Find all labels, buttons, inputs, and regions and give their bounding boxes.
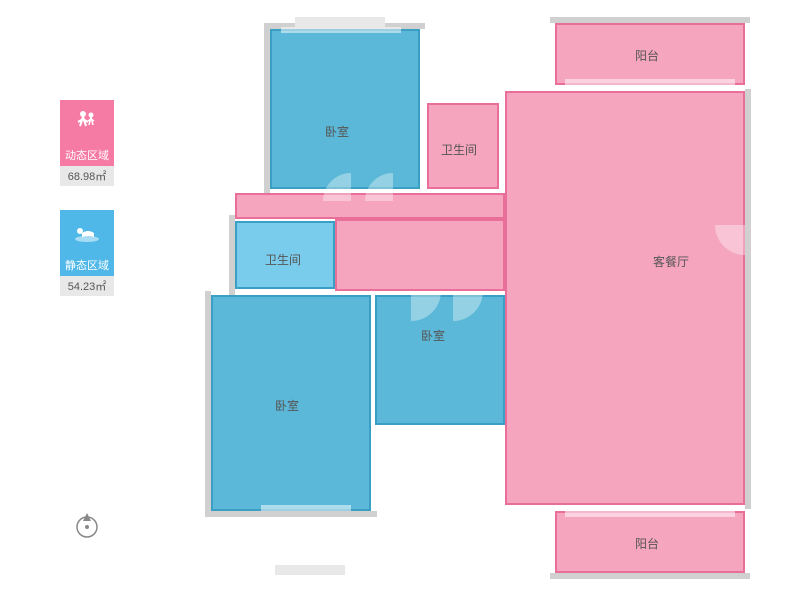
room-label-bedroom_top: 卧室 <box>325 123 349 140</box>
room-label-bathroom_left: 卫生间 <box>265 251 301 268</box>
wall-segment <box>229 215 235 295</box>
static-zone-label: 静态区域 <box>60 254 114 276</box>
legend-dynamic: 动态区域 68.98㎡ <box>60 100 114 186</box>
window-marker <box>565 511 735 517</box>
room-bedroom_mid <box>375 295 505 425</box>
room-living <box>505 91 745 505</box>
dynamic-zone-label: 动态区域 <box>60 144 114 166</box>
static-zone-icon <box>60 210 114 254</box>
window-marker <box>565 79 735 85</box>
room-corridor2 <box>335 219 505 291</box>
legend-panel: 动态区域 68.98㎡ 静态区域 54.23㎡ <box>60 100 114 320</box>
wall-segment <box>205 511 377 517</box>
legend-static: 静态区域 54.23㎡ <box>60 210 114 296</box>
window-marker <box>295 17 385 27</box>
room-label-living: 客餐厅 <box>653 253 689 270</box>
room-bedroom_top <box>270 29 420 189</box>
room-label-bedroom_mid: 卧室 <box>421 327 445 344</box>
dynamic-zone-icon <box>60 100 114 144</box>
compass-icon <box>72 510 102 540</box>
window-marker <box>275 565 345 575</box>
room-label-bathroom_right: 卫生间 <box>441 141 477 158</box>
wall-segment <box>550 17 750 23</box>
window-marker <box>261 505 351 511</box>
room-label-balcony_top: 阳台 <box>635 47 659 64</box>
wall-segment <box>205 291 211 515</box>
room-label-bedroom_bottom: 卧室 <box>275 397 299 414</box>
room-label-balcony_bottom: 阳台 <box>635 535 659 552</box>
dynamic-zone-value: 68.98㎡ <box>60 166 114 186</box>
floor-plan: 阳台卧室卫生间客餐厅卫生间卧室卧室阳台 <box>205 5 765 595</box>
wall-segment <box>264 23 270 193</box>
wall-segment <box>745 89 751 509</box>
window-marker <box>281 27 401 33</box>
static-zone-value: 54.23㎡ <box>60 276 114 296</box>
wall-segment <box>550 573 750 579</box>
